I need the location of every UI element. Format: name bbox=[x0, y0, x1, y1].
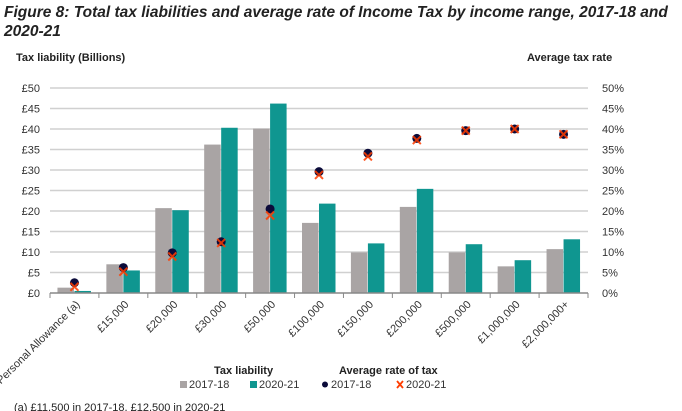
bar-2020-21-b bbox=[563, 239, 581, 293]
bar-2017-18-a bbox=[155, 208, 172, 293]
rate-point-2020-21 bbox=[558, 129, 569, 140]
bar-2020-21-b bbox=[123, 270, 140, 293]
bar-2020-21-b bbox=[416, 188, 434, 293]
rate-point-2017-18 bbox=[265, 204, 275, 214]
x-tick-label: £2,000,000+ bbox=[520, 299, 572, 351]
y2-tick-label: 0% bbox=[602, 288, 618, 300]
y-tick-label: £45 bbox=[22, 104, 40, 116]
legend-label: 2020-21 bbox=[406, 379, 446, 391]
bar-2020-21-b bbox=[74, 290, 91, 293]
bar-2020-21-b bbox=[270, 103, 287, 293]
y-tick-label: £25 bbox=[22, 186, 40, 198]
y2-tick-label: 15% bbox=[602, 227, 624, 239]
y-tick-label: £20 bbox=[22, 206, 40, 218]
bar-2017-18-a bbox=[302, 222, 319, 293]
legend-group-title: Average rate of tax bbox=[339, 365, 439, 377]
bar-2020-21-b bbox=[465, 244, 483, 293]
rate-point-2020-21 bbox=[509, 124, 520, 134]
rate-point-2020-21 bbox=[216, 238, 226, 248]
y2-tick-label: 45% bbox=[602, 104, 624, 116]
bar-2017-18-a bbox=[546, 249, 564, 293]
y-axis-label: Tax liability (Billions) bbox=[16, 52, 126, 64]
bar-2017-18-a bbox=[350, 252, 368, 293]
rate-point-2020-21 bbox=[167, 251, 177, 262]
bar-2020-21-b bbox=[514, 260, 532, 293]
rate-point-2020-21 bbox=[69, 282, 80, 292]
rate-point-2020-21 bbox=[363, 151, 373, 162]
x-tick-label: £200,000 bbox=[384, 299, 425, 340]
y-tick-label: £40 bbox=[22, 124, 40, 136]
x-tick-label: £500,000 bbox=[433, 299, 474, 340]
bar-2020-21-b bbox=[221, 127, 238, 294]
y-tick-label: £5 bbox=[28, 268, 40, 280]
bar-2017-18-a bbox=[497, 266, 515, 293]
rate-point-2020-21 bbox=[265, 210, 275, 221]
bar-2017-18-a bbox=[57, 287, 74, 293]
rate-point-2017-18 bbox=[412, 133, 422, 143]
legend-swatch bbox=[250, 381, 257, 388]
bar-2020-21-b bbox=[367, 243, 385, 293]
chart-title: Figure 8: Total tax liabilities and aver… bbox=[4, 4, 668, 40]
bar-2017-18-a bbox=[253, 128, 270, 293]
footnote: (a) £11,500 in 2017-18, £12,500 in 2020-… bbox=[14, 402, 226, 411]
legend-marker-x bbox=[396, 380, 404, 389]
legend-swatch bbox=[180, 381, 187, 388]
bar-2017-18-a bbox=[399, 206, 417, 293]
bar-2020-21-b bbox=[319, 203, 336, 293]
x-tick-label: Personal Allowance (a) bbox=[0, 299, 83, 387]
y2-axis-label: Average tax rate bbox=[527, 52, 613, 64]
y2-tick-label: 30% bbox=[602, 165, 624, 177]
x-tick-label: £50,000 bbox=[242, 299, 279, 336]
rate-point-2020-21 bbox=[118, 266, 129, 277]
x-tick-label: £1,000,000 bbox=[475, 299, 522, 346]
y2-tick-label: 20% bbox=[602, 206, 624, 218]
legend-label: 2017-18 bbox=[189, 379, 229, 391]
x-tick-label: £100,000 bbox=[286, 299, 327, 340]
legend-label: 2017-18 bbox=[331, 379, 371, 391]
rate-point-2020-21 bbox=[461, 125, 471, 136]
y2-tick-label: 25% bbox=[602, 186, 624, 198]
y-tick-label: £35 bbox=[22, 145, 40, 157]
y2-tick-label: 35% bbox=[602, 145, 624, 157]
y-tick-label: £0 bbox=[28, 288, 40, 300]
bar-2017-18-a bbox=[204, 144, 221, 293]
y-tick-label: £30 bbox=[22, 165, 40, 177]
legend-group-title: Tax liability bbox=[214, 365, 274, 377]
x-tick-label: £20,000 bbox=[144, 299, 181, 336]
x-tick-label: £150,000 bbox=[335, 299, 376, 340]
bar-2017-18-a bbox=[448, 252, 466, 293]
bar-2020-21-b bbox=[172, 210, 189, 293]
y2-tick-label: 10% bbox=[602, 247, 624, 259]
legend-marker-circle bbox=[322, 381, 328, 388]
y-tick-label: £15 bbox=[22, 227, 40, 239]
rate-point-2020-21 bbox=[314, 170, 324, 180]
x-tick-label: £15,000 bbox=[95, 299, 132, 336]
y-tick-label: £10 bbox=[22, 247, 40, 259]
bar-2017-18-a bbox=[106, 264, 123, 293]
y-tick-label: £50 bbox=[22, 83, 40, 95]
rate-point-2020-21 bbox=[412, 135, 422, 145]
y2-tick-label: 50% bbox=[602, 83, 624, 95]
legend-label: 2020-21 bbox=[259, 379, 299, 391]
y2-tick-label: 40% bbox=[602, 124, 624, 136]
y2-tick-label: 5% bbox=[602, 268, 618, 280]
x-tick-label: £30,000 bbox=[193, 299, 230, 336]
